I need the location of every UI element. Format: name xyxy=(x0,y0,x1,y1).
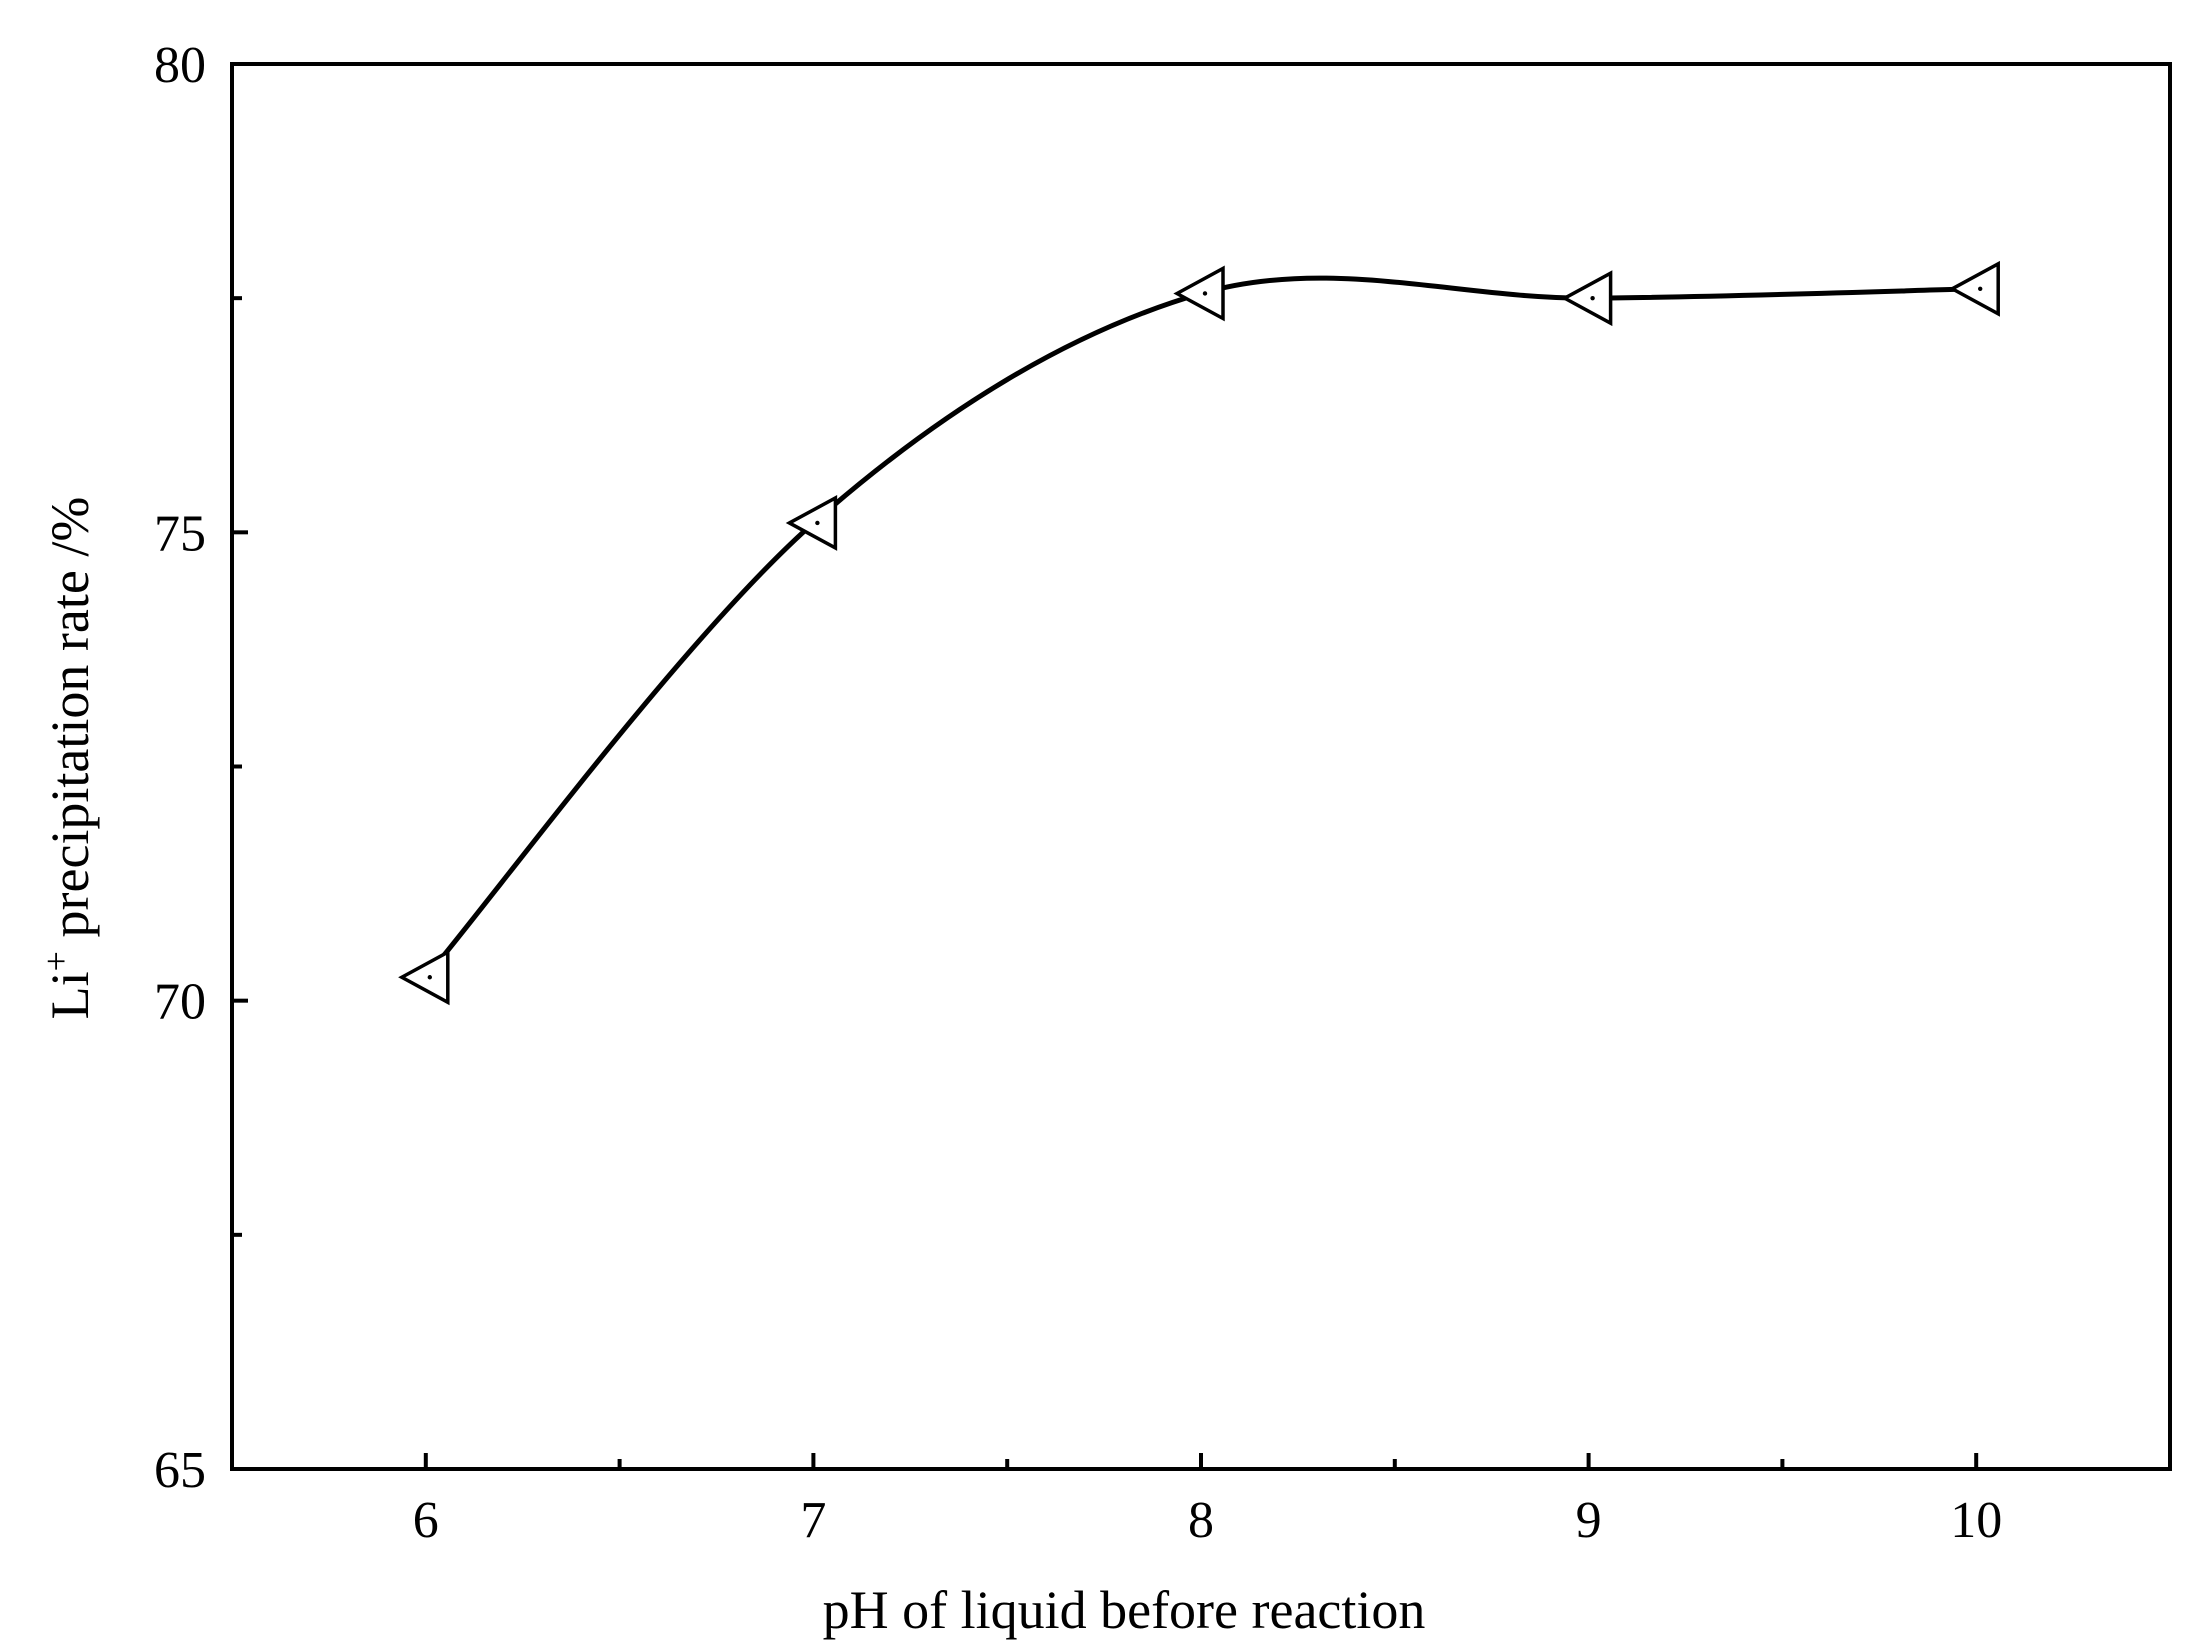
x-tick-label: 9 xyxy=(1576,1492,1602,1549)
marker-center-dot xyxy=(1978,286,1983,291)
y-axis-title: Li+ precipitation rate /% xyxy=(36,497,100,1020)
y-tick-label: 75 xyxy=(154,505,206,562)
y-tick-label: 70 xyxy=(154,974,206,1031)
x-tick-label: 6 xyxy=(413,1492,439,1549)
tick-labels: 6 7 8 9 10 65 70 75 80 xyxy=(154,37,2002,1549)
marker-center-dot xyxy=(1202,291,1208,296)
series-line xyxy=(423,275,1979,980)
marker-center-dot xyxy=(815,520,820,526)
data-markers xyxy=(398,260,2000,1006)
data-point-marker xyxy=(398,949,450,1006)
axis-ticks xyxy=(232,62,1979,1471)
data-point-marker xyxy=(1560,270,1613,327)
x-axis-title: pH of liquid before reaction xyxy=(823,1580,1426,1640)
y-axis-title-rest: precipitation rate /% xyxy=(40,497,100,951)
x-tick-label: 10 xyxy=(1950,1492,2002,1549)
data-point-marker xyxy=(1948,260,2000,317)
marker-center-dot xyxy=(427,975,432,980)
data-point-marker xyxy=(1173,265,1225,322)
y-axis-title-superscript: + xyxy=(36,951,76,971)
data-point-marker xyxy=(785,495,838,551)
triangle-marker-shape xyxy=(1948,260,2000,317)
triangle-marker-shape xyxy=(785,495,838,551)
x-tick-label: 8 xyxy=(1188,1492,1214,1549)
plot-frame xyxy=(230,62,2172,1471)
axes xyxy=(230,62,2172,1471)
y-tick-label: 65 xyxy=(154,1442,206,1499)
y-axis-title-base: Li xyxy=(40,971,100,1019)
triangle-marker-shape xyxy=(398,949,450,1006)
triangle-marker-shape xyxy=(1173,265,1225,322)
marker-center-dot xyxy=(1590,295,1595,301)
triangle-marker-shape xyxy=(1560,270,1613,327)
x-tick-label: 7 xyxy=(800,1492,826,1549)
y-tick-label: 80 xyxy=(154,37,206,94)
